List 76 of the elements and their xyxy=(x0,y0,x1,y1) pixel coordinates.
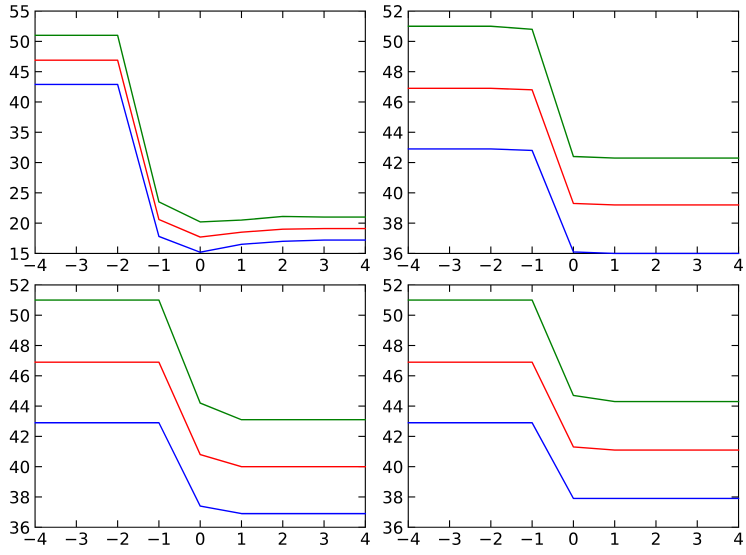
y-tick-label: 44 xyxy=(383,400,402,412)
x-tick-label: −4 xyxy=(398,258,420,271)
y-tick-label: 50 xyxy=(10,309,30,322)
y-tick-label: 52 xyxy=(10,278,29,292)
x-tick-label: −2 xyxy=(107,258,128,271)
x-tick-label: −2 xyxy=(480,532,502,545)
x-tick-label: 1 xyxy=(611,258,618,271)
line-series xyxy=(34,59,366,238)
y-tick-label: 48 xyxy=(10,339,30,352)
y-tick-label: 38 xyxy=(383,490,402,504)
y-tick-label: 36 xyxy=(383,521,402,534)
y-tick-label: 48 xyxy=(383,339,402,352)
y-tick-label: 46 xyxy=(383,96,402,109)
y-tick-label: 42 xyxy=(10,430,29,443)
x-tick-label: 3 xyxy=(693,532,702,546)
y-tick-label: 55 xyxy=(10,5,29,18)
line-series xyxy=(34,34,366,223)
x-tick-label: −4 xyxy=(24,532,46,545)
x-tick-label: 1 xyxy=(611,532,618,545)
x-tick-label: 3 xyxy=(320,258,328,272)
y-tick-label: 36 xyxy=(383,247,402,260)
x-tick-label: 2 xyxy=(278,258,286,271)
y-tick-label: 36 xyxy=(10,521,30,534)
line-series xyxy=(408,26,740,159)
y-tick-label: 15 xyxy=(10,248,29,260)
x-tick-label: 0 xyxy=(196,532,204,546)
y-tick-label: 42 xyxy=(383,430,402,443)
y-tick-label: 46 xyxy=(383,370,402,382)
y-tick-label: 42 xyxy=(383,156,402,169)
x-tick-label: −4 xyxy=(24,258,46,271)
x-tick-label: −1 xyxy=(148,258,170,271)
y-tick-label: 50 xyxy=(383,35,402,48)
x-tick-label: −2 xyxy=(107,532,128,545)
x-tick-label: 3 xyxy=(693,258,702,272)
y-tick-label: 30 xyxy=(10,156,30,170)
x-tick-label: −3 xyxy=(66,532,88,546)
x-tick-label: 4 xyxy=(734,532,743,545)
x-tick-label: −1 xyxy=(148,532,170,545)
x-tick-label: 0 xyxy=(569,258,578,272)
x-tick-label: 3 xyxy=(320,532,328,546)
x-tick-label: −1 xyxy=(522,258,543,271)
y-tick-label: 44 xyxy=(383,126,402,139)
x-tick-label: −3 xyxy=(66,258,88,272)
y-tick-label: 38 xyxy=(10,490,30,504)
y-tick-label: 38 xyxy=(383,217,402,230)
x-tick-label: −2 xyxy=(480,258,502,271)
y-tick-label: 50 xyxy=(383,309,402,322)
y-tick-label: 25 xyxy=(10,186,29,200)
x-tick-label: 0 xyxy=(196,258,204,272)
x-tick-label: 4 xyxy=(734,258,743,271)
y-tick-label: 35 xyxy=(10,126,29,139)
x-tick-label: 2 xyxy=(278,532,286,545)
x-tick-label: 4 xyxy=(360,532,370,545)
y-tick-label: 45 xyxy=(10,66,29,78)
y-tick-label: 40 xyxy=(383,186,402,200)
y-tick-label: 48 xyxy=(383,66,402,78)
y-tick-label: 46 xyxy=(10,370,30,382)
x-tick-label: 1 xyxy=(238,258,246,271)
x-tick-label: 4 xyxy=(360,258,370,271)
y-tick-label: 44 xyxy=(10,400,30,412)
y-tick-label: 40 xyxy=(10,460,30,474)
line-series xyxy=(408,88,740,206)
y-tick-label: 52 xyxy=(383,278,402,292)
x-tick-label: 2 xyxy=(652,258,660,271)
y-tick-label: 52 xyxy=(383,5,402,18)
x-tick-label: −3 xyxy=(439,258,460,272)
y-tick-label: 40 xyxy=(10,96,30,109)
y-tick-label: 40 xyxy=(383,460,402,474)
x-tick-label: −4 xyxy=(398,532,420,545)
x-tick-label: −1 xyxy=(522,532,543,545)
x-tick-label: 0 xyxy=(569,532,578,546)
x-tick-label: −3 xyxy=(439,532,460,546)
x-tick-label: 2 xyxy=(652,532,660,545)
x-tick-label: 1 xyxy=(238,532,246,545)
y-tick-label: 50 xyxy=(10,35,30,48)
y-tick-label: 20 xyxy=(10,217,30,230)
